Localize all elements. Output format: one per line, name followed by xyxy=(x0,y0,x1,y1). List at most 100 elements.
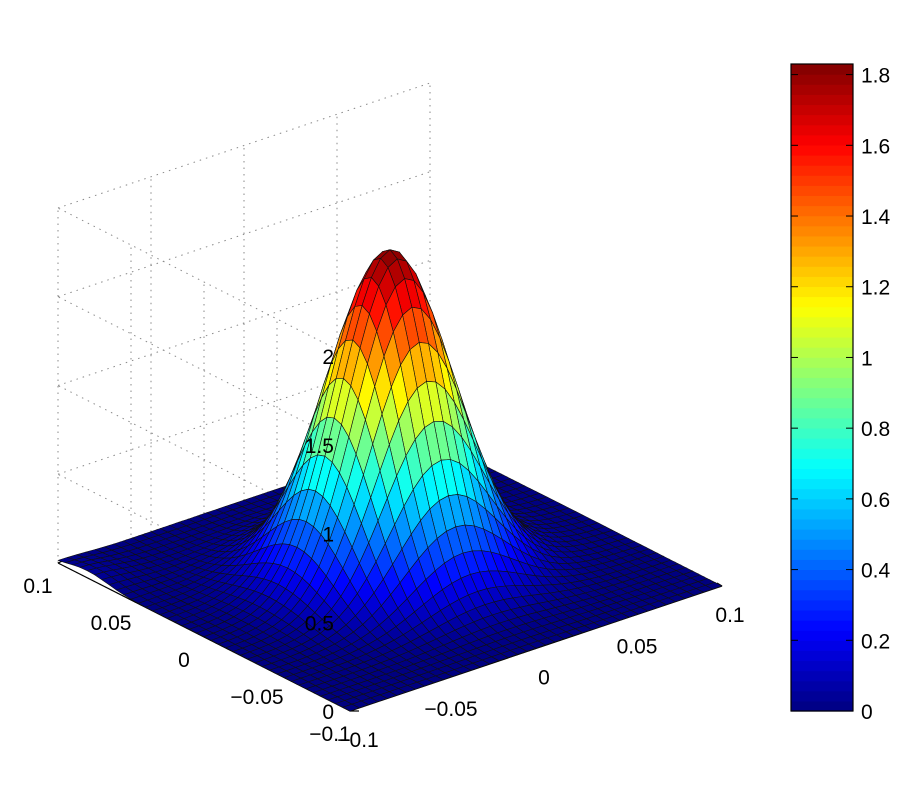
colorbar-swatch xyxy=(791,498,853,510)
colorbar-swatch xyxy=(791,387,853,399)
colorbar-swatch xyxy=(791,508,853,520)
colorbar-swatch xyxy=(791,569,853,581)
colorbar-swatch xyxy=(791,609,853,621)
colorbar-swatch xyxy=(791,599,853,611)
colorbar-swatch xyxy=(791,245,853,257)
colorbar-swatch xyxy=(791,427,853,439)
colorbar: 0 0.2 0.4 0.6 0.8 1 1.2 1.4 1.6 1.8 xyxy=(790,63,891,724)
colorbar-swatch xyxy=(791,397,853,409)
colorbar-tick-label: 1.6 xyxy=(861,135,890,158)
colorbar-swatch xyxy=(791,276,853,288)
colorbar-swatch xyxy=(791,660,853,672)
z-tick-label: 2 xyxy=(322,346,334,369)
x-tick-label: −0.05 xyxy=(424,698,477,721)
colorbar-swatch xyxy=(791,417,853,429)
gridline xyxy=(57,82,431,209)
colorbar-tick-label: 1 xyxy=(861,347,873,370)
colorbar-swatch xyxy=(791,680,853,692)
x-tick-label: −0.1 xyxy=(337,729,378,752)
gridline xyxy=(57,385,351,534)
x-tick-label: 0 xyxy=(538,667,550,690)
y-tick-label: −0.1 xyxy=(309,723,350,746)
colorbar-swatch xyxy=(791,488,853,500)
colorbar-swatch xyxy=(791,357,853,368)
tick-labels: 0 0.5 1 1.5 2 −0.1 −0.05 0 0.05 0.1 −0.1 −0.05 0 0.05… xyxy=(23,346,744,752)
colorbar-swatch xyxy=(791,175,853,186)
colorbar-tick-label: 0.4 xyxy=(861,560,891,583)
colorbar-tick-label: 1.2 xyxy=(861,277,890,300)
colorbar-swatch xyxy=(791,549,853,560)
colorbar-swatch xyxy=(791,225,853,237)
y-tick-label: 0 xyxy=(178,649,190,672)
gridline xyxy=(57,296,351,446)
colorbar-swatch xyxy=(791,134,853,146)
colorbar-tick-label: 0 xyxy=(861,701,873,724)
y-tick-label: −0.05 xyxy=(230,686,283,709)
colorbar-swatch xyxy=(791,84,853,95)
gridline xyxy=(57,171,431,298)
colorbar-swatch xyxy=(791,589,853,601)
colorbar-swatch xyxy=(791,74,853,85)
colorbar-swatch xyxy=(791,468,853,480)
colorbar-swatch xyxy=(791,630,853,641)
colorbar-tick-label: 0.2 xyxy=(861,630,890,653)
colorbar-swatch xyxy=(791,144,853,156)
colorbar-swatch xyxy=(791,407,853,419)
colorbar-swatch xyxy=(791,215,853,227)
gridline xyxy=(57,260,431,386)
colorbar-swatch xyxy=(791,306,853,318)
colorbar-swatch xyxy=(791,316,853,328)
colorbar-swatch xyxy=(791,114,853,126)
gridline xyxy=(57,207,351,357)
gridline xyxy=(57,348,431,475)
colorbar-swatch xyxy=(791,347,853,358)
colorbar-swatch xyxy=(791,296,853,308)
colorbar-swatch xyxy=(791,165,853,176)
colorbar-swatch xyxy=(791,154,853,166)
colorbar-swatch xyxy=(791,377,853,389)
colorbar-tick-label: 1.8 xyxy=(861,65,890,88)
colorbar-swatch xyxy=(791,700,853,712)
colorbar-swatch xyxy=(791,438,853,449)
z-tick-label: 0.5 xyxy=(305,612,334,635)
y-tick-label: 0.05 xyxy=(91,612,132,635)
colorbar-swatch xyxy=(791,620,853,631)
colorbar-swatch xyxy=(791,650,853,662)
z-tick-label: 0 xyxy=(322,701,334,724)
x-tick-label: 0.1 xyxy=(715,604,744,627)
colorbar-swatch xyxy=(791,559,853,571)
colorbar-tick-label: 1.4 xyxy=(861,206,891,229)
z-tick-label: 1.5 xyxy=(305,435,334,458)
colorbar-frame xyxy=(790,63,854,712)
colorbar-swatch xyxy=(791,266,853,277)
colorbar-swatch xyxy=(791,124,853,136)
colorbar-swatch xyxy=(791,185,853,197)
surface-patch xyxy=(342,703,360,712)
surface-mesh xyxy=(57,249,723,712)
colorbar-swatch xyxy=(791,579,853,591)
colorbar-swatch xyxy=(791,205,853,217)
colorbar-swatch xyxy=(791,64,853,75)
colorbar-swatch xyxy=(791,195,853,207)
colorbar-swatch xyxy=(791,458,853,469)
colorbar-swatch xyxy=(791,529,853,540)
colorbar-swatch xyxy=(791,256,853,267)
z-tick-label: 1 xyxy=(322,524,334,547)
x-tick-label: 0.05 xyxy=(617,635,658,658)
colorbar-swatch xyxy=(791,670,853,682)
colorbar-swatch xyxy=(791,336,853,348)
colorbar-tick-label: 0.6 xyxy=(861,489,890,512)
colorbar-swatch xyxy=(791,286,853,298)
colorbar-swatch xyxy=(791,326,853,338)
y-tick-label: 0.1 xyxy=(23,575,52,598)
colorbar-swatch xyxy=(791,690,853,702)
colorbar-swatch xyxy=(791,448,853,459)
colorbar-swatch xyxy=(791,235,853,247)
colorbar-swatch xyxy=(791,539,853,550)
colorbar-tick-label: 0.8 xyxy=(861,418,890,441)
colorbar-swatch xyxy=(791,104,853,116)
colorbar-swatch xyxy=(791,518,853,530)
colorbar-swatch xyxy=(791,94,853,106)
colorbar-swatch xyxy=(791,478,853,490)
